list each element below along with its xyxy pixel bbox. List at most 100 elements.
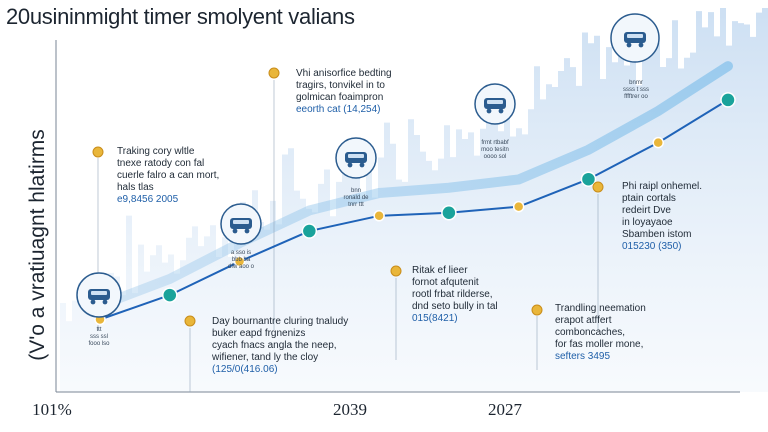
annotation-callout: Ritak ef lieer fornot afqutenit rootl fr… xyxy=(412,265,498,325)
data-point xyxy=(652,136,664,149)
annotation-line: dnd seto bully in tal xyxy=(412,301,498,312)
icon-glyph-window xyxy=(627,34,643,38)
series-line-layer xyxy=(99,99,729,321)
annotation-line: golmican foaimpron xyxy=(296,92,384,103)
icon-glyph-wheel xyxy=(626,42,632,48)
icon-caption-line: tnrr ttt xyxy=(348,202,364,208)
icon-caption: ttt sss ssl fooo lso xyxy=(88,327,109,348)
annotation-line: fornot afqutenit xyxy=(412,277,479,288)
glow-band xyxy=(95,61,733,311)
annotation-line: in loyayaoe xyxy=(622,217,673,228)
x-tick-label: 2027 xyxy=(488,400,522,419)
x-tick-label: 2039 xyxy=(333,400,367,419)
annotation-bullet xyxy=(531,304,543,316)
icon-glyph-wheel xyxy=(359,162,365,168)
data-point xyxy=(373,210,385,222)
annotation-callout: Trandling neemation erapot atffert combo… xyxy=(555,303,646,363)
annotation-line: Day bournantre cluring tnaludy xyxy=(212,316,349,327)
icon-caption-line: oooo sol xyxy=(483,154,507,160)
annotation-callout: Day bournantre cluring tnaludy buker eap… xyxy=(212,316,348,376)
skyline-area xyxy=(60,8,768,392)
data-point xyxy=(720,92,736,108)
annotation-highlight: sefters 3495 xyxy=(555,351,611,362)
icon-glyph-window xyxy=(348,154,364,158)
icon-glyph-wheel xyxy=(244,228,250,234)
icon-caption-line: ronald de xyxy=(343,195,369,201)
people-icon xyxy=(335,137,377,179)
icon-glyph-wheel xyxy=(638,42,644,48)
icon-caption-line: moo tesitn xyxy=(481,147,509,153)
annotation-bullet xyxy=(184,315,196,327)
leader-lines xyxy=(97,80,599,392)
skyline-shape xyxy=(60,8,768,392)
annotation-highlight: e9,8456 2005 xyxy=(117,194,179,205)
annotation-line: cyach fnacs angla the neep, xyxy=(212,340,337,351)
icon-caption-line: fooo lso xyxy=(88,341,110,347)
van-icon xyxy=(220,203,262,245)
icon-glyph-window xyxy=(91,291,107,295)
icon-caption-line: sss ssl xyxy=(89,334,108,340)
annotation-line: ptain cortals xyxy=(622,193,676,204)
icon-badges xyxy=(76,13,660,318)
icon-caption-line: bbb ba xyxy=(231,257,251,263)
annotation-line: for fas moller mone, xyxy=(555,339,644,350)
series-line xyxy=(99,99,729,321)
glow-curve xyxy=(95,61,733,311)
data-point xyxy=(580,171,597,187)
icon-caption: a sso is bbb ba dfw aoo o xyxy=(228,250,254,271)
data-point xyxy=(233,255,246,268)
annotation-highlight: 015(8421) xyxy=(412,313,458,324)
annotation-bullet xyxy=(592,181,604,193)
annotation-line: hals tlas xyxy=(117,182,154,193)
x-tick-label: 101% xyxy=(32,400,72,419)
icon-glyph-wheel xyxy=(347,162,353,168)
annotation-line: comboncaches, xyxy=(555,327,626,338)
annotation-line: Ritak ef lieer xyxy=(412,265,468,276)
icon-caption-line: bnmr xyxy=(629,80,643,86)
annotation-line: Trandling neemation xyxy=(555,303,646,314)
icon-caption-line: frmt rtbabf xyxy=(481,140,509,146)
icon-glyph-wheel xyxy=(90,299,96,305)
train-icon xyxy=(610,13,660,63)
data-point xyxy=(441,205,457,221)
annotation-highlight: eeorth cat (14,254) xyxy=(296,104,381,115)
icon-glyph-wheel xyxy=(102,299,108,305)
icon-caption-line: ssss t sss xyxy=(622,87,650,93)
icon-glyph-wheel xyxy=(498,108,504,114)
data-point xyxy=(512,200,525,213)
annotation-callout: Traking cory wltle tnexe ratody con fal … xyxy=(117,146,219,206)
annotation-line: redeirt Dve xyxy=(622,205,671,216)
icon-caption: bnmr ssss t sss fffftrer oo xyxy=(623,80,649,101)
annotation-line: erapot atffert xyxy=(555,315,612,326)
annotation-line: Phi raipl onhemel. xyxy=(622,181,703,192)
icon-glyph-wheel xyxy=(486,108,492,114)
annotation-highlight: 015230 (350) xyxy=(622,241,682,252)
annotation-callout: Vhi anisorfice bedting tragirs, tonvikel… xyxy=(296,68,392,116)
annotation-highlight: (125/0(416.06) xyxy=(212,364,278,375)
icon-caption-line: dfw aoo o xyxy=(227,264,255,270)
annotation-line: Vhi anisorfice bedting xyxy=(296,68,392,79)
truck-icon xyxy=(76,272,122,318)
annotation-line: buker eapd frgnenizs xyxy=(212,328,306,339)
icon-caption-line: bnn xyxy=(350,188,361,194)
annotation-bullet xyxy=(390,265,402,277)
annotation-bullet xyxy=(268,67,280,79)
icon-caption-line: ttt xyxy=(96,327,102,333)
annotation-line: wifiener, tand ly the cloy xyxy=(212,352,319,363)
icon-caption: bnn ronald de tnrr ttt xyxy=(343,188,368,209)
annotation-line: rootl frbat rilderse, xyxy=(412,289,493,300)
icon-glyph-wheel xyxy=(232,228,238,234)
y-axis-label: (V'o a vratiuagnt hlatirms xyxy=(26,129,49,361)
data-point xyxy=(301,223,318,239)
annotation-line: tnexe ratody con fal xyxy=(117,158,205,169)
icon-caption-line: fffftrer oo xyxy=(624,94,648,100)
annotation-line: Traking cory wltle xyxy=(117,146,195,157)
annotation-line: tragirs, tonvikel in to xyxy=(296,80,385,91)
axes xyxy=(55,40,740,393)
icon-glyph-window xyxy=(487,100,503,104)
annotation-callout: Phi raipl onhemel. ptain cortals redeirt… xyxy=(622,181,702,253)
icon-caption: frmt rtbabf moo tesitn oooo sol xyxy=(481,140,509,161)
annotation-bullet xyxy=(92,146,104,158)
